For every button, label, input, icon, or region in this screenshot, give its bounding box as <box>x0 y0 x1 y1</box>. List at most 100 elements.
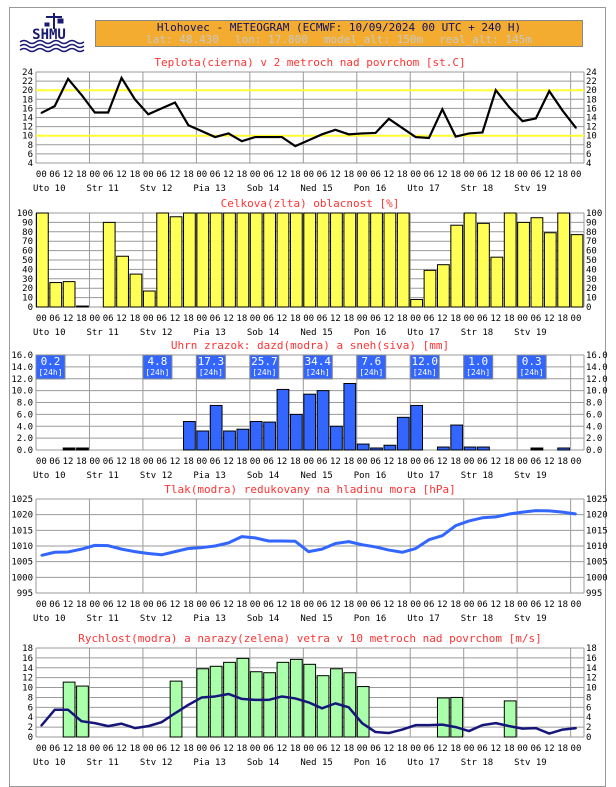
time-tick-label: 12 <box>63 600 74 610</box>
wind-speed-point <box>67 708 70 711</box>
temperature-point <box>94 111 96 114</box>
time-tick-label: 12 <box>544 457 555 467</box>
wind-speed-point <box>508 725 511 728</box>
y-tick-label-left: 30 <box>22 275 33 285</box>
time-tick-label: 18 <box>450 744 461 754</box>
temperature-point <box>468 132 470 135</box>
pressure-point <box>374 545 377 548</box>
daily-total-period: [24h] <box>38 368 62 377</box>
pressure-point <box>187 547 190 550</box>
day-label: Stv 12 <box>140 184 173 194</box>
time-tick-label: 00 <box>571 457 582 467</box>
time-tick-label: 12 <box>490 744 501 754</box>
y-tick-label-left: 100 <box>17 209 33 219</box>
y-tick-label-left: 14 <box>22 114 33 124</box>
logo-text: SHMU <box>32 27 66 43</box>
time-tick-label: 18 <box>343 600 354 610</box>
daily-total-box: 12.0[24h] <box>409 354 440 380</box>
chart-wind: Rychlost(modra) a narazy(zelena) vetra v… <box>22 632 597 768</box>
pressure-point <box>468 519 471 522</box>
temperature-point <box>321 133 323 136</box>
time-tick-label: 06 <box>477 744 488 754</box>
cloud-bar <box>423 269 437 308</box>
time-tick-label: 18 <box>504 457 515 467</box>
pressure-point <box>321 548 324 551</box>
y-tick-label-right: 18 <box>586 644 597 654</box>
day-label: Str 11 <box>86 614 119 624</box>
precip-bar <box>209 404 223 451</box>
day-label: Uto 10 <box>33 614 66 624</box>
time-tick-label: 12 <box>490 170 501 180</box>
time-tick-label: 06 <box>424 457 435 467</box>
cloud-bar <box>276 212 290 308</box>
y-tick-label-left: 2.0 <box>17 434 33 444</box>
time-tick-label: 12 <box>383 457 394 467</box>
time-tick-label: 00 <box>250 314 261 324</box>
y-tick-label-left: 80 <box>22 228 33 238</box>
time-tick-label: 12 <box>437 457 448 467</box>
meteogram-header: Hlohovec - METEOGRAM (ECMWF: 10/09/2024 … <box>95 20 583 47</box>
time-tick-label: 12 <box>330 314 341 324</box>
time-tick-label: 00 <box>517 314 528 324</box>
pressure-point <box>481 516 484 519</box>
y-tick-label-right: 2 <box>586 723 591 733</box>
time-tick-label: 18 <box>290 600 301 610</box>
precip-bar <box>343 383 357 451</box>
day-label: Str 18 <box>461 184 494 194</box>
temperature-point <box>334 128 337 131</box>
cloud-bar <box>543 232 557 308</box>
time-tick-label: 00 <box>464 457 475 467</box>
daily-total-bg <box>35 354 66 380</box>
time-tick-label: 00 <box>464 314 475 324</box>
chart-title: Tlak(modra) redukovany na hladinu mora [… <box>164 483 455 496</box>
day-label: Pia 13 <box>193 758 226 768</box>
y-tick-label-right: 12.0 <box>586 375 608 385</box>
cloud-bar <box>316 212 330 308</box>
wind-speed-point <box>414 724 417 727</box>
wind-speed-point <box>133 727 136 730</box>
time-tick-label: 18 <box>397 170 408 180</box>
time-tick-label: 00 <box>517 744 528 754</box>
temperature-point <box>80 93 83 96</box>
time-tick-label: 18 <box>557 744 568 754</box>
time-tick-label: 06 <box>370 170 381 180</box>
time-tick-label: 12 <box>223 170 234 180</box>
daily-total-value: 12.0 <box>411 355 438 368</box>
temperature-point <box>481 131 484 134</box>
precip-bar <box>557 447 571 451</box>
temperature-point <box>134 98 136 101</box>
time-tick-label: 00 <box>250 600 261 610</box>
precip-bar <box>289 413 303 451</box>
cloud-bar <box>356 212 370 308</box>
cloud-bar <box>249 212 263 308</box>
day-label: Str 18 <box>461 758 494 768</box>
wind-speed-point <box>280 695 283 698</box>
daily-total-box: 34.4[24h] <box>302 354 333 380</box>
cloud-bar <box>370 212 383 308</box>
day-label: Uto 17 <box>407 471 440 481</box>
time-tick-label: 12 <box>330 600 341 610</box>
pressure-point <box>561 511 564 514</box>
time-tick-label: 06 <box>156 457 167 467</box>
pressure-point <box>347 540 350 543</box>
time-tick-label: 06 <box>424 314 435 324</box>
time-tick-label: 00 <box>303 457 314 467</box>
day-label: Sob 14 <box>247 614 280 624</box>
chart-precip: Uhrn zrazok: dazd(modra) a sneh(siva) [m… <box>11 339 607 481</box>
time-tick-label: 12 <box>170 600 181 610</box>
wind-speed-point <box>200 696 203 699</box>
y-tick-label-right: 16.0 <box>586 351 608 361</box>
pressure-point <box>361 543 364 546</box>
pressure-point <box>574 513 577 516</box>
time-tick-label: 18 <box>557 314 568 324</box>
y-tick-label-left: 18 <box>22 95 33 105</box>
y-tick-label-right: 1005 <box>586 558 608 568</box>
time-tick-label: 18 <box>129 600 140 610</box>
time-tick-label: 00 <box>571 170 582 180</box>
pressure-point <box>93 544 96 547</box>
day-label: Pia 13 <box>193 328 226 338</box>
temperature-point <box>561 109 564 112</box>
y-tick-label-left: 12 <box>22 674 33 684</box>
time-tick-label: 00 <box>196 744 207 754</box>
